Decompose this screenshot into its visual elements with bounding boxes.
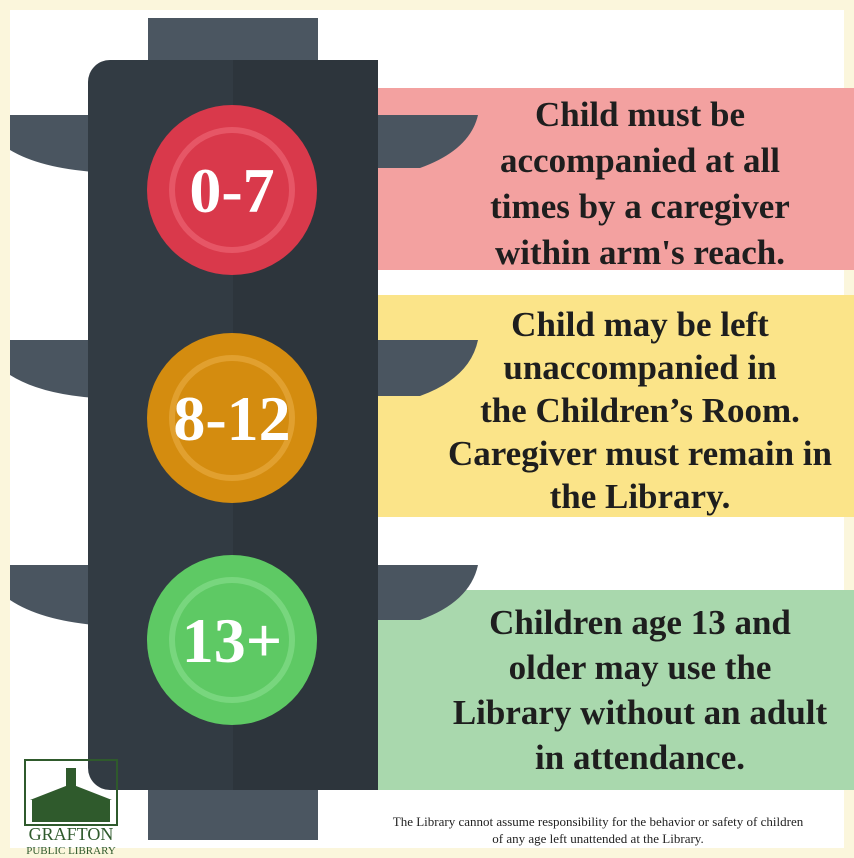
rule-line: older may use the	[509, 648, 772, 687]
rule-line: Caregiver must remain in	[448, 434, 832, 473]
infographic: GRAFTON PUBLIC LIBRARY 0-7 Child must be a…	[0, 0, 854, 858]
rule-line: Child may be left	[511, 305, 769, 344]
rule-line: the Children’s Room.	[480, 391, 800, 430]
age-label: 0-7	[189, 155, 274, 226]
rule-line: in attendance.	[535, 738, 745, 777]
age-label: 8-12	[173, 383, 290, 454]
rule-line: Library without an adult	[453, 693, 828, 732]
rule-line: the Library.	[550, 477, 731, 516]
logo-subtitle: PUBLIC LIBRARY	[26, 845, 116, 857]
age-label: 13+	[182, 605, 282, 676]
rule-line: accompanied at all	[500, 141, 780, 180]
rule-line: times by a caregiver	[490, 187, 790, 226]
rule-line: unaccompanied in	[503, 348, 776, 387]
logo-name: GRAFTON	[29, 824, 114, 844]
rule-line: Children age 13 and	[489, 603, 791, 642]
rule-line: Child must be	[535, 95, 745, 134]
footer-line: The Library cannot assume responsibility…	[393, 814, 804, 829]
rule-line: within arm's reach.	[495, 233, 785, 272]
footer-line: of any age left unattended at the Librar…	[492, 831, 703, 846]
